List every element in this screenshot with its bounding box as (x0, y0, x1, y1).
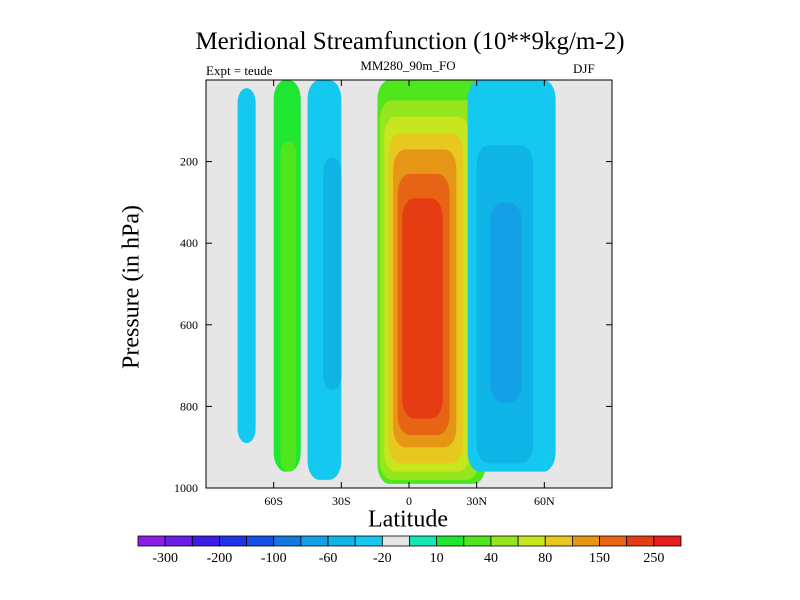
colorbar-swatch (327, 535, 356, 547)
cell-southern-hadley-inner (323, 157, 342, 391)
x-tick-label: 60N (534, 494, 555, 508)
cell-equatorial-60 (379, 100, 479, 480)
colorbar-swatch (463, 535, 492, 547)
cell-equatorial-100 (388, 133, 464, 464)
plot-area (205, 79, 613, 489)
cell-southern-ferrel-positive (273, 80, 301, 472)
cell-northern-40 (476, 145, 534, 464)
colorbar-label: -100 (261, 551, 287, 566)
colorbar-swatch (436, 535, 465, 547)
colorbar-swatch (490, 535, 519, 547)
y-tick-label: 600 (180, 318, 198, 332)
cell-southern-outer-negative (237, 88, 256, 444)
x-tick-label: 60S (264, 494, 283, 508)
colorbar-swatch (137, 535, 166, 547)
colorbar-swatch (381, 535, 410, 547)
colorbar-swatch (273, 535, 302, 547)
colorbar-swatch (219, 535, 247, 547)
colorbar-label: -60 (319, 551, 338, 566)
chart-title: Meridional Streamfunction (10**9kg/m-2) (195, 28, 625, 55)
cell-equatorial-250 (402, 198, 443, 419)
x-tick-label: 30N (466, 494, 487, 508)
season-label: DJF (573, 61, 595, 76)
colorbar-swatch (409, 535, 438, 547)
colorbar-swatch (246, 535, 275, 547)
colorbar-swatch (517, 535, 546, 547)
colorbar-label: -200 (207, 551, 233, 566)
colorbar-swatch (544, 535, 573, 547)
colorbar-label: 40 (484, 551, 498, 566)
colorbar-label: -20 (373, 551, 392, 566)
plot-background (206, 80, 612, 488)
colorbar-label: 10 (430, 551, 444, 566)
cell-equatorial-150 (393, 149, 457, 448)
colorbar-swatch (191, 535, 220, 547)
cell-southern-ferrel-core (280, 141, 297, 472)
x-axis-title: Latitude (368, 506, 448, 533)
colorbar-swatch (354, 535, 383, 547)
y-tick-label: 200 (180, 155, 198, 169)
colorbar-swatch (599, 535, 628, 547)
colorbar-label: 250 (643, 551, 664, 566)
plot-frame (205, 79, 613, 489)
y-axis-title: Pressure (in hPa) (118, 205, 145, 369)
colorbar: -300 -200 -100 -60 -20 10 40 80 150 250 (137, 535, 682, 566)
colorbar-swatch (653, 535, 682, 547)
experiment-label: Expt = teude (206, 63, 273, 78)
colorbar-label: 150 (589, 551, 610, 566)
colorbar-swatch (626, 535, 655, 547)
cell-equatorial-positive (377, 80, 486, 484)
cell-equatorial-80 (384, 116, 470, 472)
colorbar-swatch (300, 535, 329, 547)
y-tick-label: 800 (180, 399, 198, 413)
cell-northern-60 (490, 202, 522, 403)
x-tick-label: 30S (332, 494, 351, 508)
y-tick-label: 400 (180, 236, 198, 250)
colorbar-swatch (164, 535, 193, 547)
cell-northern-negative (467, 80, 556, 472)
colorbar-swatch (572, 535, 600, 547)
y-tick-label: 1000 (174, 481, 198, 495)
cell-southern-hadley-negative (307, 80, 342, 480)
run-label: MM280_90m_FO (360, 58, 456, 73)
colorbar-label: -300 (152, 551, 178, 566)
colorbar-label: 80 (538, 551, 552, 566)
cell-equatorial-200 (397, 173, 450, 435)
